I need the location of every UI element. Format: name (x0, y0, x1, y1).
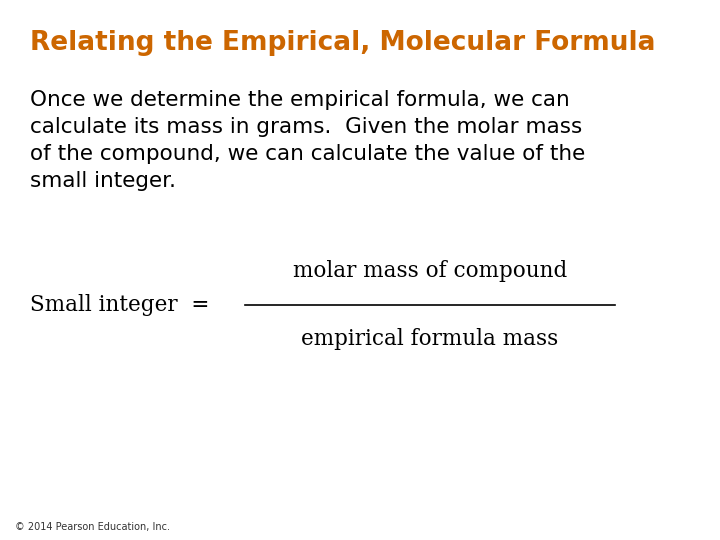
Text: © 2014 Pearson Education, Inc.: © 2014 Pearson Education, Inc. (15, 522, 170, 532)
Text: Relating the Empirical, Molecular Formula: Relating the Empirical, Molecular Formul… (30, 30, 655, 56)
Text: calculate its mass in grams.  Given the molar mass: calculate its mass in grams. Given the m… (30, 117, 582, 137)
Text: molar mass of compound: molar mass of compound (293, 260, 567, 282)
Text: of the compound, we can calculate the value of the: of the compound, we can calculate the va… (30, 144, 585, 164)
Text: empirical formula mass: empirical formula mass (302, 328, 559, 350)
Text: Once we determine the empirical formula, we can: Once we determine the empirical formula,… (30, 90, 570, 110)
Text: small integer.: small integer. (30, 171, 176, 191)
Text: Small integer  =: Small integer = (30, 294, 210, 316)
